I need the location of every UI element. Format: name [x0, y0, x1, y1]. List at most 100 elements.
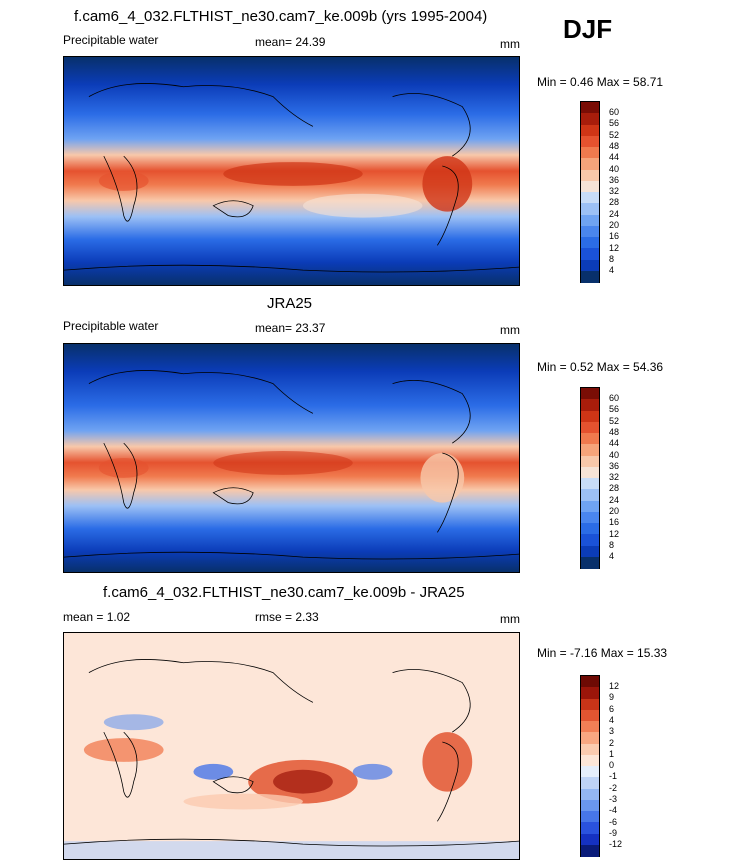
colorbar-swatch — [581, 545, 599, 558]
panel-2-colorbar-tick: 56 — [609, 404, 620, 414]
panel-3-colorbar-tick: 12 — [609, 681, 620, 691]
colorbar-swatch — [581, 180, 599, 193]
panel-3-minmax: Min = -7.16 Max = 15.33 — [537, 646, 668, 660]
panel-1-colorbar-tick: 28 — [609, 197, 620, 207]
colorbar-swatch — [581, 478, 599, 490]
colorbar-swatch — [581, 214, 599, 227]
colorbar-swatch — [581, 169, 599, 182]
colorbar-swatch — [581, 687, 599, 699]
panel-2-colorbar-tick: 52 — [609, 416, 620, 426]
colorbar-swatch — [581, 444, 599, 456]
panel-3-colorbar-tick: 1 — [609, 749, 615, 759]
panel-1-colorbar-tick: 48 — [609, 141, 620, 151]
panel-1-colorbar-tick: 12 — [609, 243, 620, 253]
colorbar-swatch — [581, 511, 599, 524]
colorbar-swatch — [581, 754, 599, 767]
panel-3-colorbar-tick: -1 — [609, 771, 618, 781]
panel-2-colorbar-tick: 60 — [609, 393, 620, 403]
panel-1-minmax: Min = 0.46 Max = 58.71 — [537, 75, 664, 89]
panel-1-mean: mean= 24.39 — [255, 35, 326, 49]
colorbar-swatch — [581, 388, 599, 400]
colorbar-swatch — [581, 225, 599, 238]
panel-2-colorbar-tick: 20 — [609, 506, 620, 516]
panel-3-colorbar-tick: 9 — [609, 692, 615, 702]
colorbar-swatch — [581, 259, 599, 272]
colorbar-swatch — [581, 799, 599, 812]
panel-1-colorbar-tick: 44 — [609, 152, 620, 162]
panel-3-colorbar-tick: 4 — [609, 715, 615, 725]
colorbar-swatch — [581, 811, 599, 823]
colorbar-swatch — [581, 833, 599, 846]
panel-1-colorbar-tick: 40 — [609, 164, 620, 174]
panel-3-map — [63, 632, 520, 860]
colorbar-swatch — [581, 766, 599, 778]
colorbar-swatch — [581, 270, 599, 283]
panel-2-colorbar-tick: 28 — [609, 483, 620, 493]
colorbar-swatch — [581, 721, 599, 733]
colorbar-swatch — [581, 192, 599, 204]
panel-1-variable-label: Precipitable water — [63, 33, 159, 47]
colorbar-swatch — [581, 203, 599, 215]
panel-2-map — [63, 343, 520, 573]
colorbar-swatch — [581, 534, 599, 546]
panel-3-colorbar-tick: -6 — [609, 817, 618, 827]
colorbar-swatch — [581, 147, 599, 159]
colorbar-swatch — [581, 777, 599, 789]
panel-1-colorbar-tick: 56 — [609, 118, 620, 128]
panel-1-map — [63, 56, 520, 286]
panel-1-colorbar — [580, 101, 600, 283]
panel-1-colorbar-tick: 8 — [609, 254, 615, 264]
panel-3-colorbar-tick: -9 — [609, 828, 618, 838]
panel-2-colorbar-tick: 40 — [609, 450, 620, 460]
season-label: DJF — [563, 14, 613, 44]
panel-2-variable-label: Precipitable water — [63, 319, 159, 333]
colorbar-swatch — [581, 124, 599, 137]
panel-2-units: mm — [500, 323, 520, 337]
panel-3-title: f.cam6_4_032.FLTHIST_ne30.cam7_ke.009b -… — [103, 584, 465, 601]
colorbar-swatch — [581, 237, 599, 249]
panel-1-title: f.cam6_4_032.FLTHIST_ne30.cam7_ke.009b (… — [74, 8, 488, 25]
colorbar-swatch — [581, 709, 599, 722]
colorbar-swatch — [581, 732, 599, 744]
colorbar-swatch — [581, 248, 599, 260]
panel-3-colorbar-tick: -12 — [609, 839, 623, 849]
colorbar-swatch — [581, 822, 599, 834]
panel-1-colorbar-tick: 16 — [609, 231, 620, 241]
colorbar-swatch — [581, 113, 599, 125]
panel-2-minmax: Min = 0.52 Max = 54.36 — [537, 360, 664, 374]
colorbar-swatch — [581, 399, 599, 411]
panel-2-colorbar-tick: 16 — [609, 517, 620, 527]
colorbar-swatch — [581, 489, 599, 501]
panel-1-colorbar-tick: 20 — [609, 220, 620, 230]
panel-2-colorbar-tick: 12 — [609, 529, 620, 539]
panel-3-colorbar-tick: 0 — [609, 760, 615, 770]
colorbar-swatch — [581, 500, 599, 513]
panel-3-colorbar-tick: 6 — [609, 704, 615, 714]
panel-2-colorbar-tick: 44 — [609, 438, 620, 448]
colorbar-swatch — [581, 523, 599, 535]
colorbar-swatch — [581, 455, 599, 468]
panel-2-colorbar-tick: 24 — [609, 495, 620, 505]
panel-2-colorbar-tick: 32 — [609, 472, 620, 482]
colorbar-swatch — [581, 158, 599, 170]
colorbar-swatch — [581, 410, 599, 423]
colorbar-swatch — [581, 421, 599, 434]
panel-1-units: mm — [500, 37, 520, 51]
panel-3-colorbar — [580, 675, 600, 857]
panel-1-colorbar-tick: 60 — [609, 107, 620, 117]
panel-2-mean: mean= 23.37 — [255, 321, 326, 335]
panel-3-colorbar-tick: -3 — [609, 794, 618, 804]
panel-2-colorbar-tick: 48 — [609, 427, 620, 437]
colorbar-swatch — [581, 676, 599, 688]
colorbar-swatch — [581, 102, 599, 114]
panel-2-colorbar-tick: 4 — [609, 551, 615, 561]
panel-1-colorbar-tick: 32 — [609, 186, 620, 196]
panel-2-colorbar — [580, 387, 600, 569]
colorbar-swatch — [581, 743, 599, 756]
panel-1-colorbar-tick: 4 — [609, 265, 615, 275]
colorbar-swatch — [581, 788, 599, 801]
panel-3-colorbar-tick: -2 — [609, 783, 618, 793]
panel-1-colorbar-tick: 36 — [609, 175, 620, 185]
panel-3-colorbar-tick: -4 — [609, 805, 618, 815]
panel-3-units: mm — [500, 612, 520, 626]
